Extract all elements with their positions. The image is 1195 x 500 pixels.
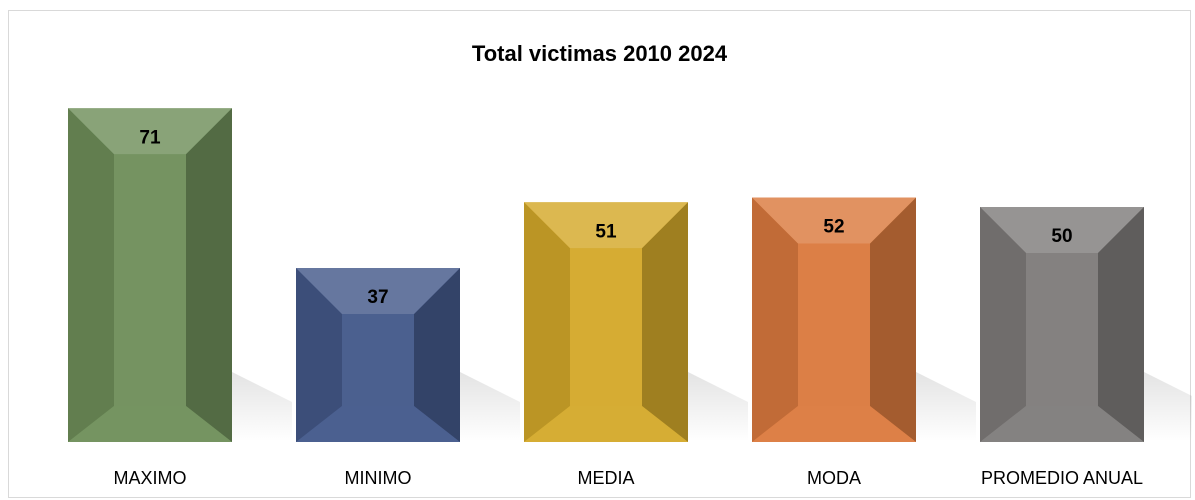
category-label: MAXIMO [113,468,186,488]
bar-inner-face [570,248,642,406]
bar-shadow [460,372,520,442]
bar-bevel-bottom [752,406,916,442]
bar-shadow [232,372,292,442]
bar-bevel-right [186,108,232,443]
category-label: MINIMO [345,468,412,488]
bar-inner-face [342,314,414,406]
bar-shadow [916,372,976,442]
bar-inner-face [114,154,186,406]
bar-inner-face [1026,253,1098,406]
data-label: 52 [823,217,844,238]
bar-bevel-left [980,207,1026,442]
bar-inner-face [798,243,870,406]
bar-promedio-anual [980,207,1192,442]
bar-bevel-right [870,197,916,442]
data-label: 51 [595,221,617,242]
bar-bevel-right [642,202,688,442]
bar-shadow [688,372,748,442]
bar-bevel-bottom [980,406,1144,442]
bar-bevel-bottom [68,406,232,442]
bar-shadow [1144,372,1192,442]
category-label: PROMEDIO ANUAL [981,468,1143,488]
data-label: 37 [367,287,388,308]
bar-bevel-top [68,108,232,155]
bar-maximo [68,108,292,443]
bar-bevel-right [414,268,460,442]
chart-plot-area: 71 MAXIMO 37 MINIMO 51 MEDIA 52 MODA 50 PROMEDIO … [68,108,1192,488]
bar-media [524,202,748,442]
bar-bevel-left [296,268,342,442]
category-label: MODA [807,468,861,488]
bar-bevel-left [752,197,798,442]
bar-bevel-top [524,202,688,249]
bar-bevel-right [1098,207,1144,442]
data-label: 50 [1051,226,1072,247]
bar-bevel-left [524,202,570,442]
bar-bevel-top [980,207,1144,253]
bar-bevel-top [752,197,916,244]
bar-bevel-left [68,108,114,443]
bar-bevel-top [296,268,460,315]
bar-minimo [296,268,520,442]
bar-bevel-bottom [524,406,688,442]
bar-moda [752,197,976,442]
category-label: MEDIA [577,468,634,488]
chart-frame: Total victimas 2010 2024 71 MAXIMO 37 MINIM… [8,10,1192,498]
data-label: 71 [139,127,161,148]
bar-group [68,108,1192,443]
chart-title: Total victimas 2010 2024 [471,41,728,66]
label-group: 71 MAXIMO 37 MINIMO 51 MEDIA 52 MODA 50 PROMEDIO … [113,127,1143,488]
bar-bevel-bottom [296,406,460,442]
